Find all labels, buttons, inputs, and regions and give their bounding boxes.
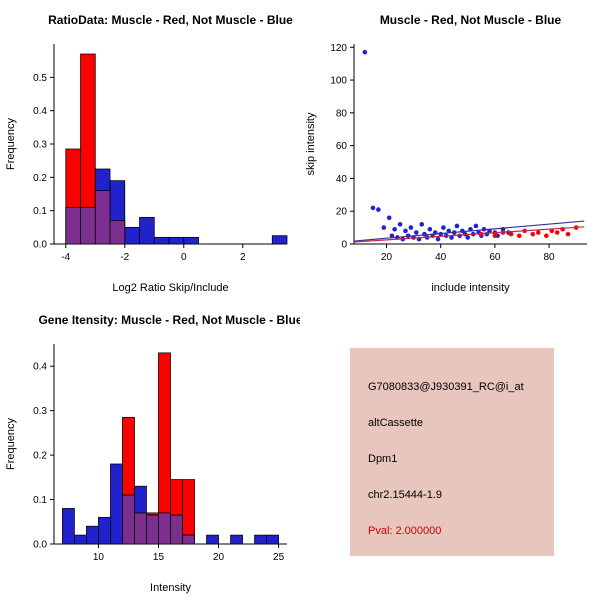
ratio-histogram-chart: RatioData: Muscle - Red, Not Muscle - Bl…	[5, 13, 293, 294]
svg-text:0: 0	[341, 240, 347, 251]
svg-text:2: 2	[240, 252, 246, 263]
svg-text:skip intensity: skip intensity	[305, 112, 317, 175]
panel-gene-intensity-histogram: Gene Itensity: Muscle - Red, Not Muscle …	[0, 300, 300, 600]
svg-text:-4: -4	[61, 252, 70, 263]
genomic-location-text: chr2.15444-1.9	[368, 489, 442, 501]
svg-text:60: 60	[336, 141, 348, 152]
svg-text:0.1: 0.1	[33, 206, 47, 217]
svg-text:0.0: 0.0	[33, 240, 47, 251]
svg-text:25: 25	[273, 552, 285, 563]
gene-name-text: Dpm1	[368, 453, 398, 465]
info-box: G7080833@J930391_RC@i_at altCassette Dpm…	[350, 348, 554, 556]
probe-id-text: G7080833@J930391_RC@i_at	[368, 381, 524, 393]
svg-text:Frequency: Frequency	[5, 418, 17, 470]
svg-text:0.4: 0.4	[33, 362, 47, 373]
svg-text:Gene Itensity: Muscle - Red, N: Gene Itensity: Muscle - Red, Not Muscle …	[38, 313, 300, 327]
svg-text:RatioData: Muscle - Red, Not M: RatioData: Muscle - Red, Not Muscle - Bl…	[48, 13, 293, 27]
svg-text:40: 40	[435, 252, 447, 263]
svg-text:120: 120	[330, 43, 347, 54]
svg-text:include intensity: include intensity	[431, 282, 510, 294]
svg-text:0.4: 0.4	[33, 106, 47, 117]
svg-text:10: 10	[93, 552, 105, 563]
panel-info: G7080833@J930391_RC@i_at altCassette Dpm…	[300, 300, 600, 600]
pval-text: Pval: 2.000000	[368, 525, 442, 537]
svg-text:0.2: 0.2	[33, 173, 47, 184]
svg-text:Log2 Ratio Skip/Include: Log2 Ratio Skip/Include	[112, 282, 228, 294]
svg-text:15: 15	[153, 552, 165, 563]
intensity-scatter-chart: Muscle - Red, Not Muscle - Blue 20 40 60 80 0…	[305, 13, 587, 294]
svg-text:80: 80	[544, 252, 556, 263]
svg-text:60: 60	[489, 252, 501, 263]
svg-text:100: 100	[330, 76, 347, 87]
svg-text:0.3: 0.3	[33, 140, 47, 151]
svg-text:20: 20	[381, 252, 393, 263]
svg-text:Intensity: Intensity	[150, 582, 191, 594]
svg-text:20: 20	[336, 207, 348, 218]
svg-text:0.1: 0.1	[33, 495, 47, 506]
svg-text:80: 80	[336, 108, 348, 119]
svg-text:0: 0	[181, 252, 187, 263]
splice-event-type-text: altCassette	[368, 417, 424, 429]
svg-text:Frequency: Frequency	[5, 118, 17, 170]
svg-text:40: 40	[336, 174, 348, 185]
svg-text:-2: -2	[120, 252, 129, 263]
svg-text:0.5: 0.5	[33, 73, 47, 84]
svg-text:0.0: 0.0	[33, 540, 47, 551]
svg-text:0.2: 0.2	[33, 451, 47, 462]
svg-text:Muscle - Red, Not Muscle - Blu: Muscle - Red, Not Muscle - Blue	[380, 13, 562, 27]
panel-ratio-histogram: RatioData: Muscle - Red, Not Muscle - Bl…	[0, 0, 300, 300]
svg-text:20: 20	[213, 552, 225, 563]
panel-intensity-scatter: Muscle - Red, Not Muscle - Blue 20 40 60 80 0…	[300, 0, 600, 300]
svg-text:0.3: 0.3	[33, 406, 47, 417]
gene-intensity-histogram-chart: Gene Itensity: Muscle - Red, Not Muscle …	[5, 313, 300, 594]
